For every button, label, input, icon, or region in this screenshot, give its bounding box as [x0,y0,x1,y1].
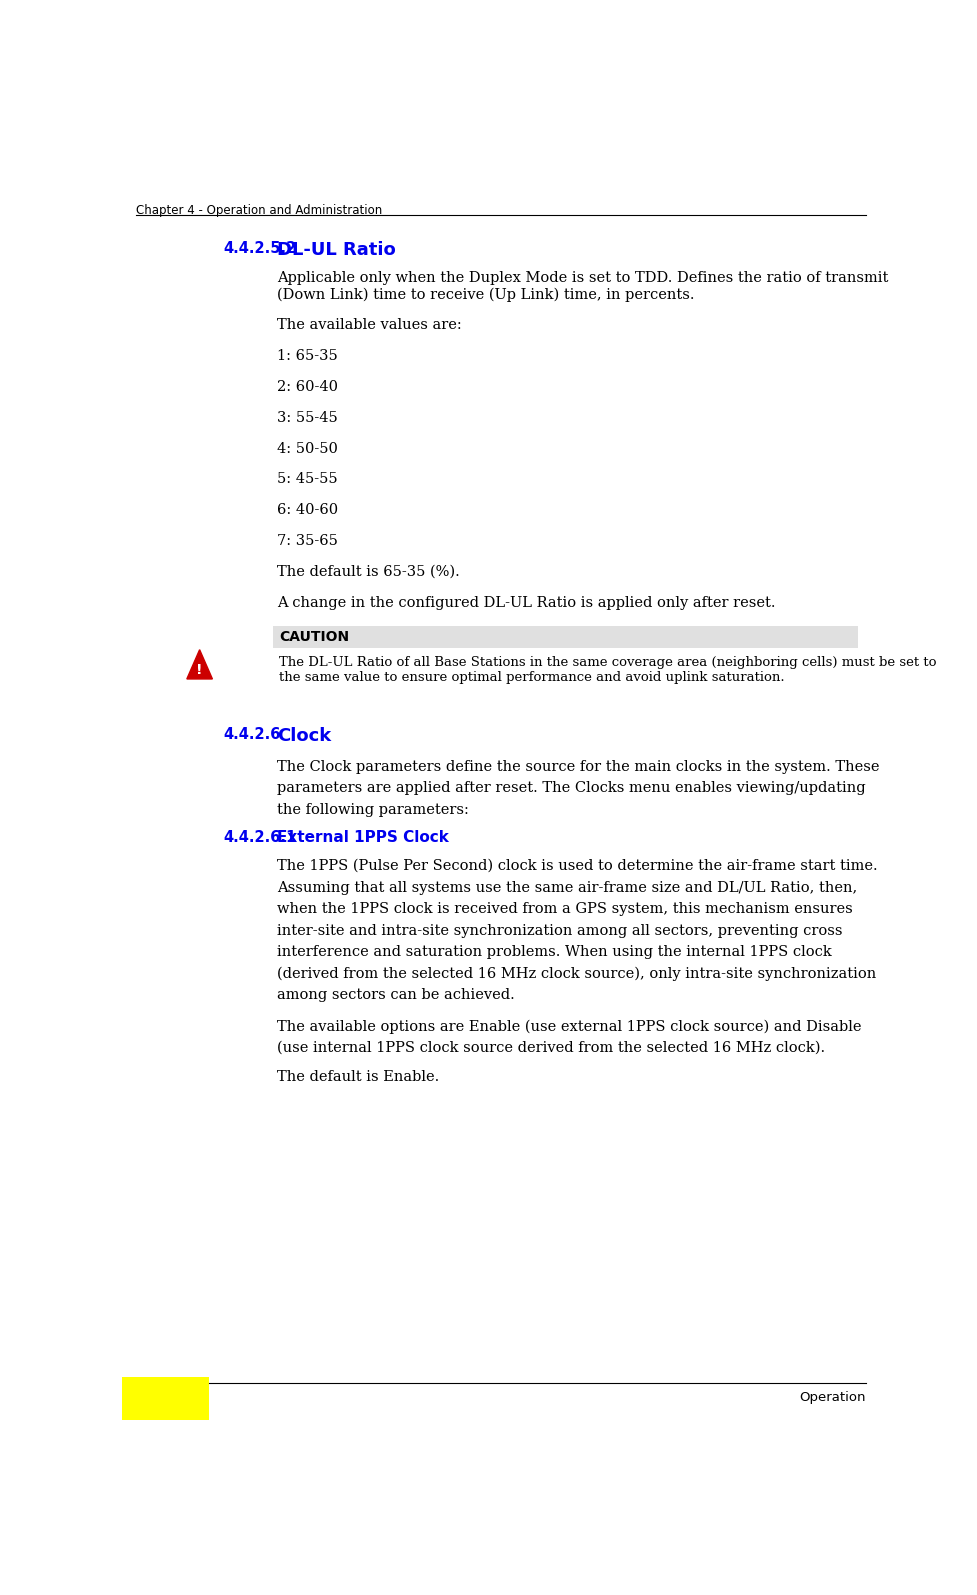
Polygon shape [187,649,212,679]
Bar [274,627,859,648]
Text: Chapter 4 - Operation and Administration: Chapter 4 - Operation and Administration [136,204,382,217]
Text: (use internal 1PPS clock source derived from the selected 16 MHz clock).: (use internal 1PPS clock source derived … [277,1040,826,1054]
Text: The default is Enable.: The default is Enable. [277,1070,440,1085]
Text: 4.4.2.6: 4.4.2.6 [223,727,280,742]
Text: when the 1PPS clock is received from a GPS system, this mechanism ensures: when the 1PPS clock is received from a G… [277,903,853,916]
Text: The 1PPS (Pulse Per Second) clock is used to determine the air-frame start time.: The 1PPS (Pulse Per Second) clock is use… [277,860,877,872]
Text: The DL-UL Ratio of all Base Stations in the same coverage area (neighboring cell: The DL-UL Ratio of all Base Stations in … [279,656,937,668]
Text: inter-site and intra-site synchronization among all sectors, preventing cross: inter-site and intra-site synchronizatio… [277,924,842,938]
Text: 5: 45-55: 5: 45-55 [277,472,338,486]
Text: 2: 60-40: 2: 60-40 [277,380,338,394]
Text: The available values are:: The available values are: [277,319,462,332]
Text: the following parameters:: the following parameters: [277,802,469,817]
Text: 3: 55-45: 3: 55-45 [277,412,338,424]
Text: (Down Link) time to receive (Up Link) time, in percents.: (Down Link) time to receive (Up Link) ti… [277,287,695,301]
Text: External 1PPS Clock: External 1PPS Clock [277,829,449,845]
Bar [122,1376,209,1420]
Text: Applicable only when the Duplex Mode is set to TDD. Defines the ratio of transmi: Applicable only when the Duplex Mode is … [277,271,888,286]
Text: interference and saturation problems. When using the internal 1PPS clock: interference and saturation problems. Wh… [277,946,831,959]
Text: parameters are applied after reset. The Clocks menu enables viewing/updating: parameters are applied after reset. The … [277,782,866,796]
Text: 4: 50-50: 4: 50-50 [277,442,338,456]
Text: 4.4.2.5.2: 4.4.2.5.2 [223,241,296,257]
Text: The default is 65-35 (%).: The default is 65-35 (%). [277,565,460,579]
Text: 1: 65-35: 1: 65-35 [277,349,338,364]
Text: DL-UL Ratio: DL-UL Ratio [277,241,396,260]
Text: (derived from the selected 16 MHz clock source), only intra-site synchronization: (derived from the selected 16 MHz clock … [277,967,876,981]
Text: Clock: Clock [277,727,331,745]
Text: !: ! [196,662,203,676]
Text: CAUTION: CAUTION [279,630,350,644]
Text: 7: 35-65: 7: 35-65 [277,534,338,549]
Text: The available options are Enable (use external 1PPS clock source) and Disable: The available options are Enable (use ex… [277,1019,862,1034]
Text: 4.4.2.6.1: 4.4.2.6.1 [223,829,296,845]
Text: A change in the configured DL-UL Ratio is applied only after reset.: A change in the configured DL-UL Ratio i… [277,595,776,609]
Text: the same value to ensure optimal performance and avoid uplink saturation.: the same value to ensure optimal perform… [279,671,786,684]
Text: among sectors can be achieved.: among sectors can be achieved. [277,989,515,1002]
Text: Assuming that all systems use the same air-frame size and DL/UL Ratio, then,: Assuming that all systems use the same a… [277,880,858,895]
Text: The Clock parameters define the source for the main clocks in the system. These: The Clock parameters define the source f… [277,759,879,774]
Text: Operation: Operation [799,1391,867,1405]
Text: 6: 40-60: 6: 40-60 [277,504,338,517]
Text: 90: 90 [157,1391,174,1405]
